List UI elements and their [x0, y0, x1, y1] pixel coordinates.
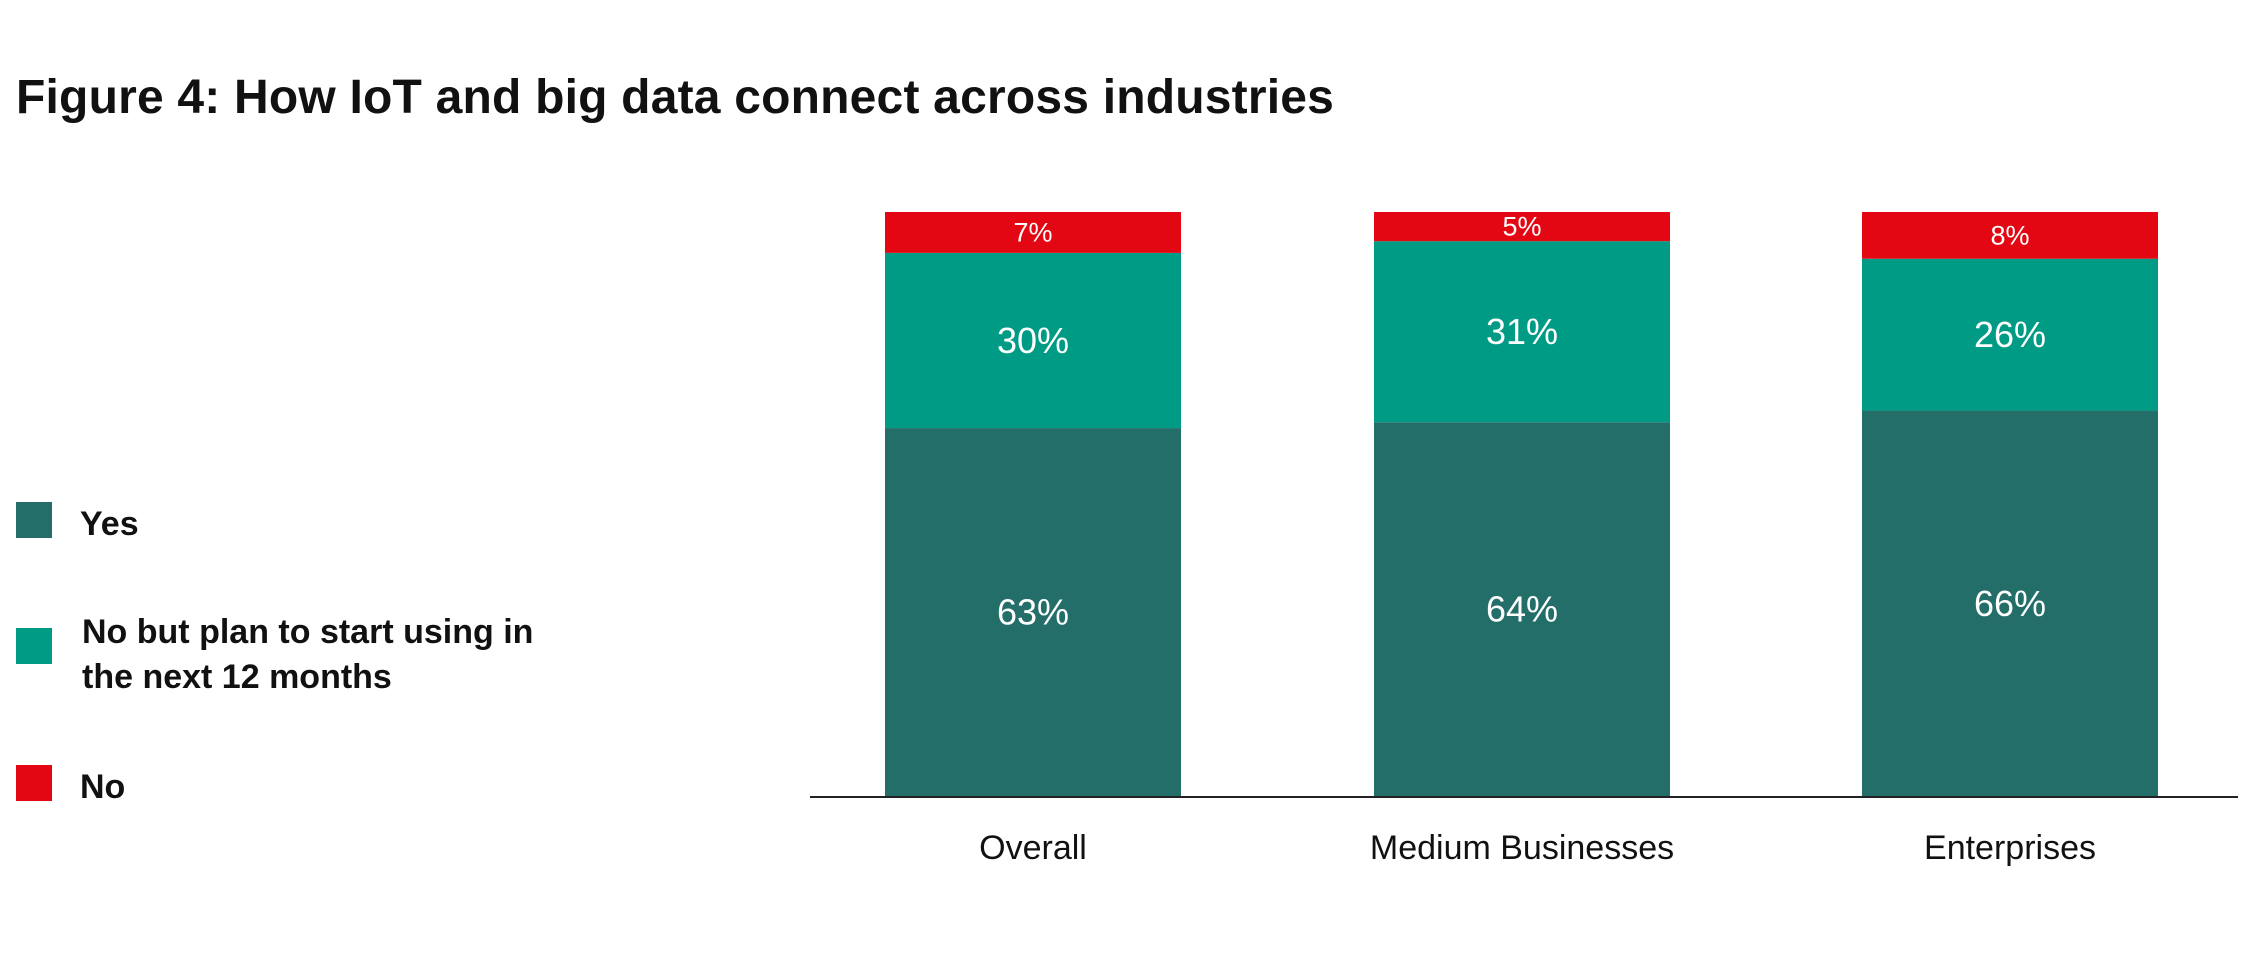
legend-label-no: No	[80, 768, 126, 806]
data-label-plan-0: 30%	[997, 320, 1069, 361]
data-label-plan-2: 26%	[1974, 314, 2046, 355]
bar-plan-1	[1374, 241, 1670, 423]
bar-no-0	[885, 212, 1181, 253]
data-label-yes-1: 64%	[1486, 589, 1558, 630]
bar-no-2	[1862, 212, 2158, 259]
bar-plan-0	[885, 252, 1181, 429]
legend-swatch-yes	[16, 502, 52, 538]
data-label-yes-2: 66%	[1974, 583, 2046, 624]
data-label-yes-0: 63%	[997, 592, 1069, 633]
bars-group: 63% 30% 7% 64% 31% 5% 66% 26% 8%	[885, 212, 2158, 796]
bar-yes-1	[1374, 422, 1670, 796]
data-label-plan-1: 31%	[1486, 311, 1558, 352]
bar-yes-2	[1862, 410, 2158, 796]
data-label-no-0: 7%	[1013, 217, 1052, 247]
category-label-2: Enterprises	[1924, 829, 2096, 867]
category-label-1: Medium Businesses	[1370, 829, 1674, 867]
legend-item-plan: No but plan to start using in the next 1…	[16, 610, 552, 700]
page-title: Figure 4: How IoT and big data connect a…	[16, 71, 1335, 124]
data-label-no-1: 5%	[1502, 212, 1541, 242]
legend-label-plan: No but plan to start using in the next 1…	[82, 613, 534, 696]
legend-label-yes: Yes	[80, 505, 139, 543]
legend-swatch-no	[16, 765, 52, 801]
data-label-no-2: 8%	[1990, 220, 2029, 250]
bar-no-1	[1374, 212, 1670, 242]
bar-yes-0	[885, 428, 1181, 796]
legend-swatch-plan	[16, 628, 52, 664]
legend-item-no: No	[16, 765, 550, 810]
category-labels-group: Overall Medium Businesses Enterprises	[979, 829, 2096, 867]
bar-plan-2	[1862, 258, 2158, 411]
legend-item-yes: Yes	[16, 502, 550, 547]
legend: Yes No but plan to start using in the ne…	[16, 0, 576, 954]
category-label-0: Overall	[979, 829, 1087, 867]
